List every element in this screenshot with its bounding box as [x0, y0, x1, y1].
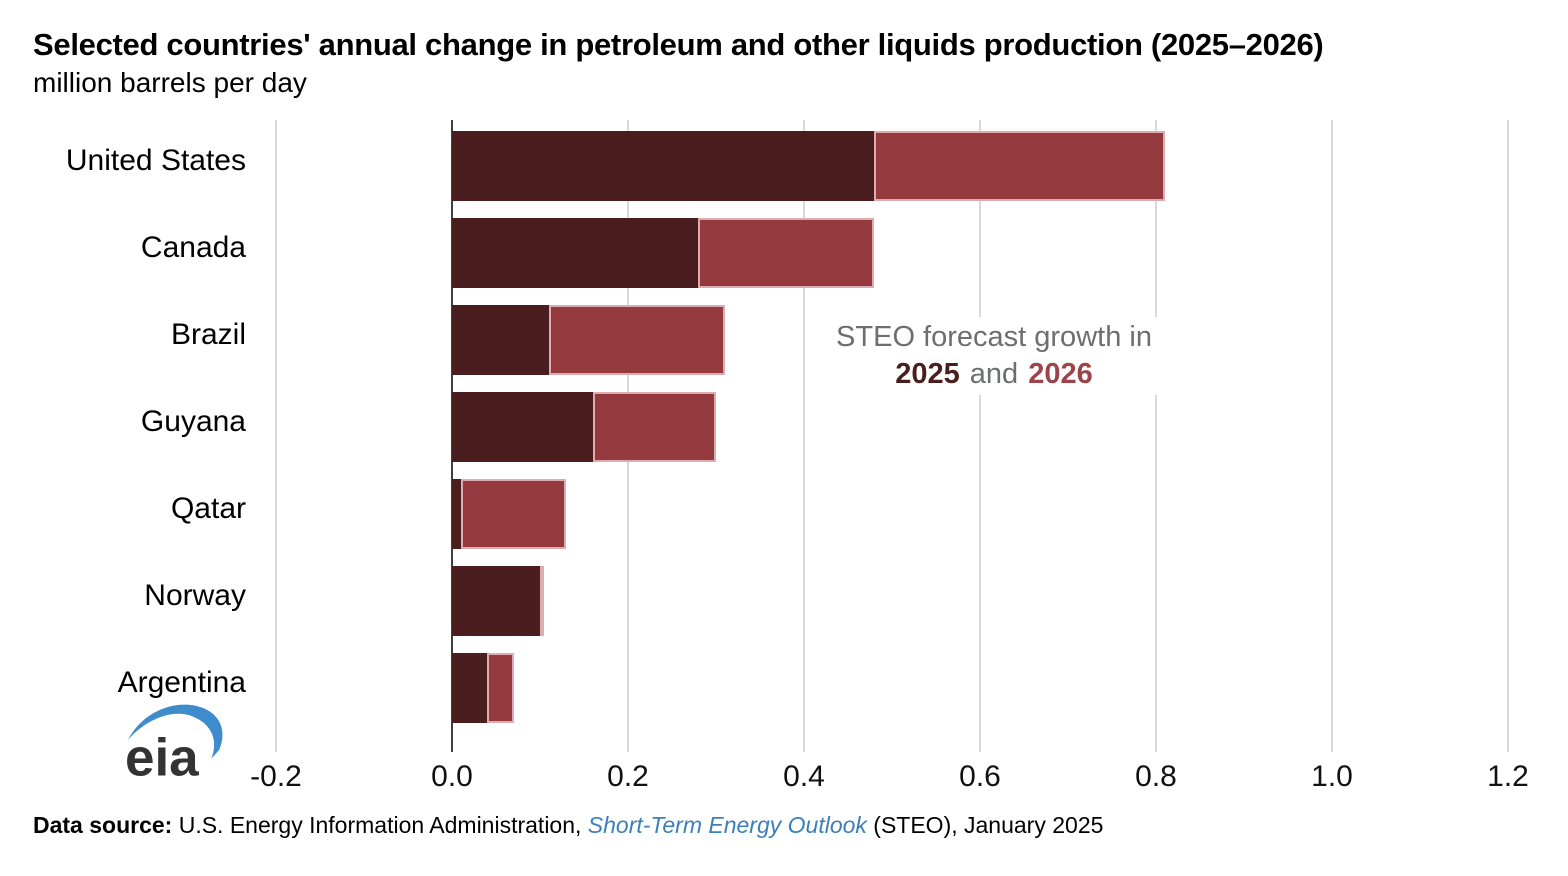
bar-track: [276, 653, 1508, 724]
bar-track: [276, 131, 1508, 202]
category-label: Guyana: [140, 404, 246, 438]
gridline: [1155, 120, 1157, 753]
bar-segment-2026: [698, 218, 875, 289]
gridline: [275, 120, 277, 753]
chart-area: United States Canada Brazil Guyana Qatar Norw…: [0, 120, 1568, 810]
chart-row: Norway: [0, 555, 1568, 642]
eia-logo-text: eia: [125, 729, 199, 787]
page: Selected countries' annual change in pet…: [0, 0, 1568, 839]
bar-segment-2025: [452, 131, 875, 202]
x-tick-label: 0.6: [959, 760, 1001, 794]
bar-segment-2026: [487, 653, 514, 724]
bar-segment-2026: [874, 131, 1165, 202]
bar-track: [276, 479, 1508, 550]
legend-conjunction: and: [969, 358, 1019, 391]
x-tick-label: 1.0: [1311, 760, 1353, 794]
x-tick-label: -0.2: [250, 760, 302, 794]
bar-segment-2025: [452, 392, 593, 463]
data-source-text: U.S. Energy Information Administration,: [178, 812, 588, 839]
data-source-label: Data source:: [33, 812, 179, 839]
eia-logo: eia: [125, 704, 223, 787]
legend-line1: STEO forecast growth in: [836, 321, 1152, 354]
chart-row: Qatar: [0, 468, 1568, 555]
chart-row: Brazil: [0, 294, 1568, 381]
category-label: United States: [65, 143, 246, 177]
bar-segment-2025: [452, 305, 549, 376]
bar-segment-2026: [540, 566, 544, 637]
chart-row: Guyana: [0, 381, 1568, 468]
data-source-line: Data source: U.S. Energy Information Adm…: [33, 812, 1568, 839]
bar-segment-2025: [452, 653, 488, 724]
chart-rows: United States Canada Brazil Guyana Qatar Norw…: [0, 120, 1568, 729]
category-label: Brazil: [170, 317, 246, 351]
legend-line2: 2025 and 2026: [836, 356, 1152, 393]
steo-link[interactable]: Short-Term Energy Outlook: [587, 812, 867, 839]
gridline: [1331, 120, 1333, 753]
chart-row: Argentina: [0, 642, 1568, 729]
bar-track: [276, 218, 1508, 289]
bar-segment-2026: [592, 392, 716, 463]
bar-segment-2025: [452, 566, 540, 637]
legend: STEO forecast growth in 2025 and 2026: [830, 317, 1158, 396]
header: Selected countries' annual change in pet…: [0, 0, 1568, 99]
gridline: [979, 120, 981, 753]
category-label: Argentina: [117, 665, 246, 699]
x-tick-label: 0.4: [783, 760, 825, 794]
x-tick-label: 0.8: [1135, 760, 1177, 794]
chart-title: Selected countries' annual change in pet…: [33, 27, 1324, 62]
bar-segment-2026: [460, 479, 567, 550]
legend-year-2025: 2025: [895, 358, 960, 391]
bar-segment-2025: [452, 218, 699, 289]
category-label: Canada: [140, 230, 246, 264]
bar-segment-2026: [548, 305, 725, 376]
chart-row: United States: [0, 120, 1568, 207]
legend-year-2026: 2026: [1028, 358, 1093, 391]
x-tick-label: 0.0: [431, 760, 473, 794]
x-tick-label: 1.2: [1487, 760, 1529, 794]
bar-track: [276, 305, 1508, 376]
x-tick-label: 0.2: [607, 760, 649, 794]
chart-row: Canada: [0, 207, 1568, 294]
category-label: Qatar: [170, 491, 246, 525]
x-axis: -0.2 0.0 0.2 0.4 0.6 0.8 1.0 1.2: [250, 760, 1529, 800]
chart-subtitle: million barrels per day: [33, 67, 307, 99]
bar-track: [276, 392, 1508, 463]
gridline: [1507, 120, 1509, 753]
bar-segment-2025: [452, 479, 461, 550]
data-source-suffix: (STEO), January 2025: [866, 812, 1104, 839]
category-label: Norway: [144, 578, 246, 612]
eia-swoosh-icon: [127, 704, 223, 759]
gridline: [803, 120, 805, 753]
bar-track: [276, 566, 1508, 637]
